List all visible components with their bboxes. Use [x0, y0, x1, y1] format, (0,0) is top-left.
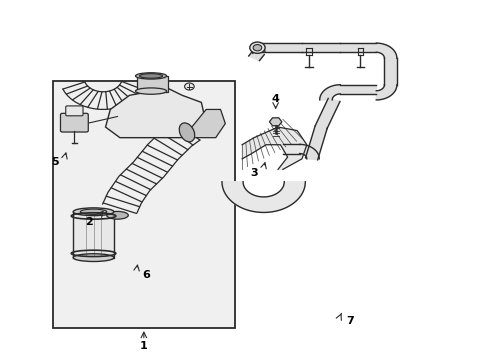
Ellipse shape: [179, 123, 194, 142]
Polygon shape: [282, 144, 299, 154]
Circle shape: [249, 42, 264, 53]
Ellipse shape: [106, 211, 128, 219]
Polygon shape: [261, 43, 302, 52]
Ellipse shape: [139, 74, 162, 78]
Polygon shape: [269, 118, 281, 126]
Text: 1: 1: [140, 341, 147, 351]
Ellipse shape: [73, 208, 114, 216]
Polygon shape: [248, 50, 264, 60]
Bar: [73, 212, 114, 258]
Text: 2: 2: [85, 217, 92, 227]
Text: 5: 5: [51, 157, 59, 167]
Polygon shape: [191, 109, 225, 138]
Bar: [137, 76, 167, 92]
Polygon shape: [222, 182, 305, 212]
Polygon shape: [376, 85, 396, 100]
Polygon shape: [251, 47, 264, 53]
Ellipse shape: [73, 254, 114, 261]
Polygon shape: [242, 127, 306, 170]
Ellipse shape: [135, 88, 166, 94]
Text: 3: 3: [250, 168, 257, 178]
Polygon shape: [319, 85, 340, 100]
Polygon shape: [384, 58, 396, 85]
FancyBboxPatch shape: [61, 113, 88, 132]
Bar: [53, 81, 234, 328]
Circle shape: [253, 45, 261, 51]
FancyBboxPatch shape: [65, 106, 83, 116]
Circle shape: [184, 83, 194, 90]
Polygon shape: [376, 43, 396, 58]
Polygon shape: [302, 43, 340, 52]
Polygon shape: [340, 85, 376, 94]
Polygon shape: [299, 144, 319, 159]
Ellipse shape: [135, 73, 166, 79]
Text: 6: 6: [142, 270, 150, 280]
Polygon shape: [105, 88, 206, 138]
Polygon shape: [305, 126, 326, 160]
Polygon shape: [315, 98, 339, 129]
Text: 7: 7: [346, 316, 353, 326]
Text: 4: 4: [271, 94, 279, 104]
Polygon shape: [340, 43, 376, 52]
Ellipse shape: [80, 209, 106, 215]
